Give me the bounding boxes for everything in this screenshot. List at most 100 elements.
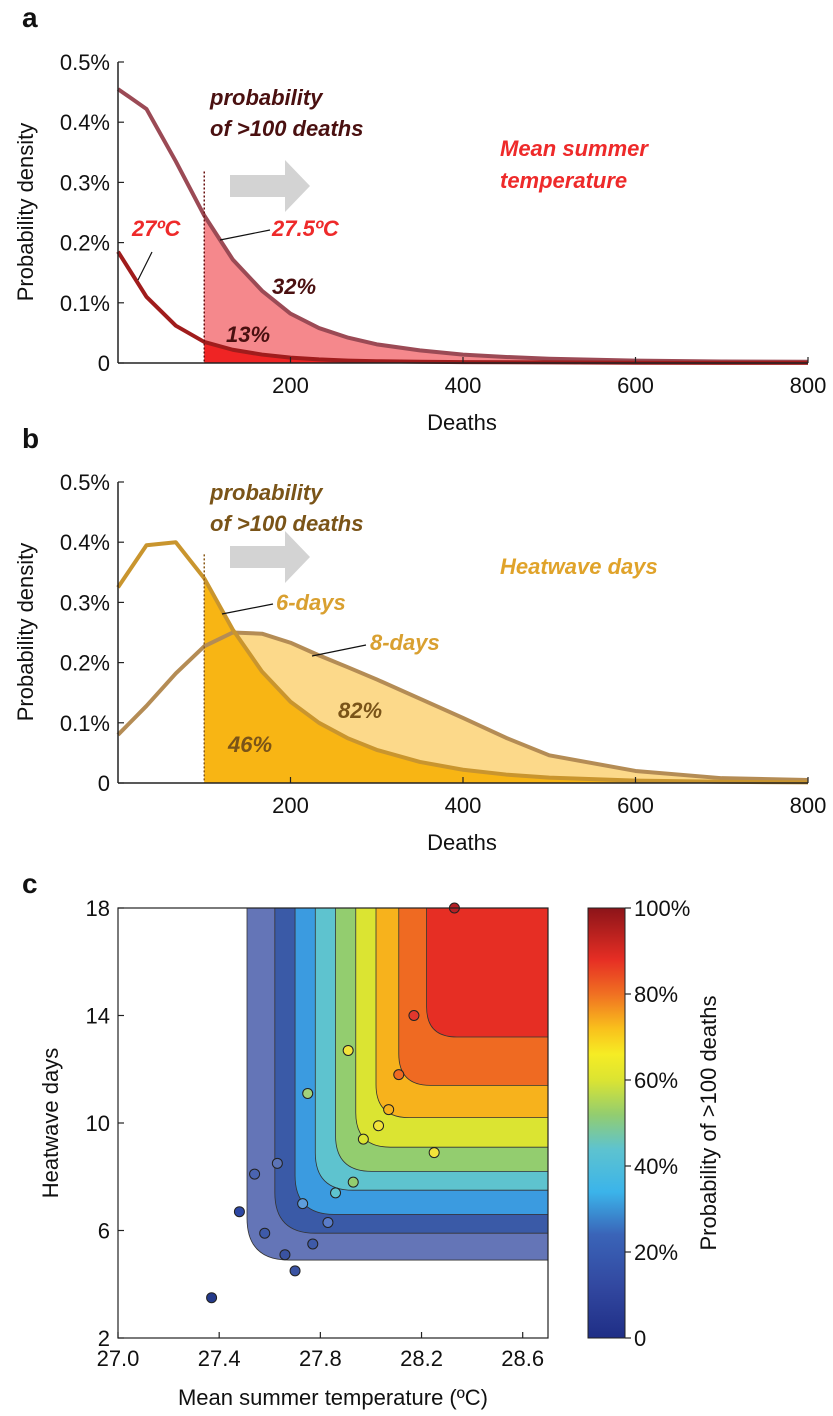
- scatter-point: [289, 1265, 301, 1277]
- scatter-point: [302, 1087, 314, 1099]
- panel-a-y-tick-label: 0.1%: [60, 291, 110, 316]
- panel-b-percent-46: 46%: [227, 732, 272, 757]
- scatter-point: [428, 1147, 440, 1159]
- panel-a-arrow-label-line1: probability: [209, 85, 324, 110]
- panel-c-colorbar-ticks: 0 20% 40% 60% 80% 100%: [625, 896, 690, 1351]
- panel-c-x-tick-label: 28.6: [501, 1346, 544, 1371]
- colorbar-tick-label: 80%: [634, 982, 678, 1007]
- panel-c-x-tick-label: 27.0: [97, 1346, 140, 1371]
- panel-b-series-label-8-days: 8-days: [370, 630, 440, 655]
- panel-c-y-tick-label: 14: [86, 1004, 110, 1029]
- scatter-point: [383, 1104, 395, 1116]
- panel-a-x-tick-label: 600: [617, 373, 654, 398]
- scatter-point: [347, 1176, 359, 1188]
- panel-b-y-tick-label: 0.5%: [60, 470, 110, 495]
- panel-b-arrow-label-line2: of >100 deaths: [210, 511, 363, 536]
- panel-c-y-tick-label: 10: [86, 1111, 110, 1136]
- scatter-point: [322, 1216, 334, 1228]
- panel-a-x-tick-label: 800: [790, 373, 827, 398]
- panel-a-right-arrow-icon: [230, 160, 310, 212]
- scatter-point: [297, 1198, 309, 1210]
- panel-c-colorbar: [587, 907, 626, 1339]
- panel-b-line-layer: [116, 540, 809, 785]
- panel-b-line-series-0: [116, 630, 809, 782]
- panel-c-colorbar-label: Probability of >100 deaths: [696, 995, 721, 1250]
- panel-c-x-tick-label: 28.2: [400, 1346, 443, 1371]
- scatter-point: [393, 1069, 405, 1081]
- panel-b-x-tick-label: 800: [790, 793, 827, 818]
- panel-a-ticks: 200 400 600 800 0 0.1% 0.2% 0.3% 0.4% 0.5%: [60, 50, 827, 398]
- panel-b-x-tick-label: 600: [617, 793, 654, 818]
- scatter-point: [233, 1206, 245, 1218]
- panel-c-points: [206, 902, 460, 1304]
- panel-b-x-label: Deaths: [427, 830, 497, 855]
- panel-a-y-tick-label: 0.2%: [60, 231, 110, 256]
- panel-a-series-label-27-5c: 27.5ºC: [271, 216, 340, 241]
- panel-a-letter: a: [22, 2, 38, 33]
- panel-b-line-series-1: [116, 540, 809, 785]
- panel-a-y-tick-label: 0.5%: [60, 50, 110, 75]
- panel-a-x-tick-label: 400: [445, 373, 482, 398]
- panel-b-series-label-6-days: 6-days: [276, 590, 346, 615]
- colorbar-tick-label: 60%: [634, 1068, 678, 1093]
- scatter-point: [357, 1133, 369, 1145]
- colorbar-tick-label: 20%: [634, 1240, 678, 1265]
- panel-b-y-tick-label: 0.1%: [60, 711, 110, 736]
- scatter-point: [206, 1292, 218, 1304]
- scatter-point: [279, 1249, 291, 1261]
- panel-c-y-label: Heatwave days: [38, 1048, 63, 1198]
- panel-c-ticks: 27.0 27.4 27.8 28.2 28.6 2 6 10 14 18: [86, 896, 545, 1371]
- panel-a-series-label-27c: 27ºC: [131, 216, 182, 241]
- panel-c-y-tick-label: 2: [98, 1326, 110, 1351]
- scatter-point: [342, 1044, 354, 1056]
- panel-a-line-series-0: [116, 87, 809, 364]
- panel-a-area-series-1: [204, 341, 808, 363]
- panel-a-fill-layer: [204, 215, 808, 363]
- panel-c-y-tick-label: 6: [98, 1219, 110, 1244]
- panel-a-leader-27-5c: [219, 229, 271, 241]
- panel-b-y-label: Probability density: [13, 543, 38, 722]
- panel-b-percent-82: 82%: [338, 698, 382, 723]
- panel-b-area-series-1: [204, 578, 808, 783]
- panel-a-y-tick-label: 0.3%: [60, 170, 110, 195]
- scatter-point: [408, 1010, 420, 1021]
- panel-b-y-tick-label: 0: [98, 771, 110, 796]
- panel-b-fill-layer: [204, 578, 808, 783]
- panel-c-x-label: Mean summer temperature (ºC): [178, 1385, 488, 1410]
- panel-b-x-tick-label: 200: [272, 793, 309, 818]
- panel-b-letter: b: [22, 423, 39, 454]
- panel-b-right-arrow-icon: [230, 531, 310, 583]
- panel-a-x-label: Deaths: [427, 410, 497, 435]
- panel-a-area-series-0: [204, 215, 808, 363]
- panel-a-y-label: Probability density: [13, 123, 38, 302]
- panel-c-x-tick-label: 27.4: [198, 1346, 241, 1371]
- colorbar-tick-label: 100%: [634, 896, 690, 921]
- panel-c-x-tick-label: 27.8: [299, 1346, 342, 1371]
- panel-b-ticks: 200 400 600 800 0 0.1% 0.2% 0.3% 0.4% 0.5%: [60, 470, 827, 818]
- panel-c-contour-chart: 27.0 27.4 27.8 28.2 28.6 2 6 10 14 18 Mean summer…: [38, 896, 721, 1410]
- panel-a-density-chart: 200 400 600 800 0 0.1% 0.2% 0.3% 0.4% 0.5% Deaths…: [13, 50, 826, 435]
- scatter-point: [259, 1227, 271, 1239]
- scatter-point: [249, 1168, 261, 1180]
- panel-a-leader-27c: [137, 251, 153, 281]
- panel-a-arrow-label-line2: of >100 deaths: [210, 116, 363, 141]
- panel-b-y-tick-label: 0.2%: [60, 651, 110, 676]
- scatter-point: [271, 1157, 283, 1169]
- panel-a-x-tick-label: 200: [272, 373, 309, 398]
- panel-c-y-tick-label: 18: [86, 896, 110, 921]
- colorbar-tick-label: 40%: [634, 1154, 678, 1179]
- panel-c-letter: c: [22, 868, 38, 899]
- panel-b-legend-title: Heatwave days: [500, 554, 658, 579]
- panel-b-leader-6-days: [221, 603, 274, 615]
- panel-b-arrow-label-line1: probability: [209, 480, 324, 505]
- panel-a-y-tick-label: 0.4%: [60, 110, 110, 135]
- panel-b-density-chart: 200 400 600 800 0 0.1% 0.2% 0.3% 0.4% 0.5% Deaths…: [13, 470, 826, 855]
- panel-b-y-tick-label: 0.3%: [60, 590, 110, 615]
- contour-band: [426, 908, 548, 1038]
- colorbar-tick-label: 0: [634, 1326, 646, 1351]
- panel-a-percent-32: 32%: [272, 274, 316, 299]
- panel-a-y-tick-label: 0: [98, 351, 110, 376]
- panel-a-legend-title-line1: Mean summer: [500, 136, 649, 161]
- scatter-point: [307, 1238, 319, 1250]
